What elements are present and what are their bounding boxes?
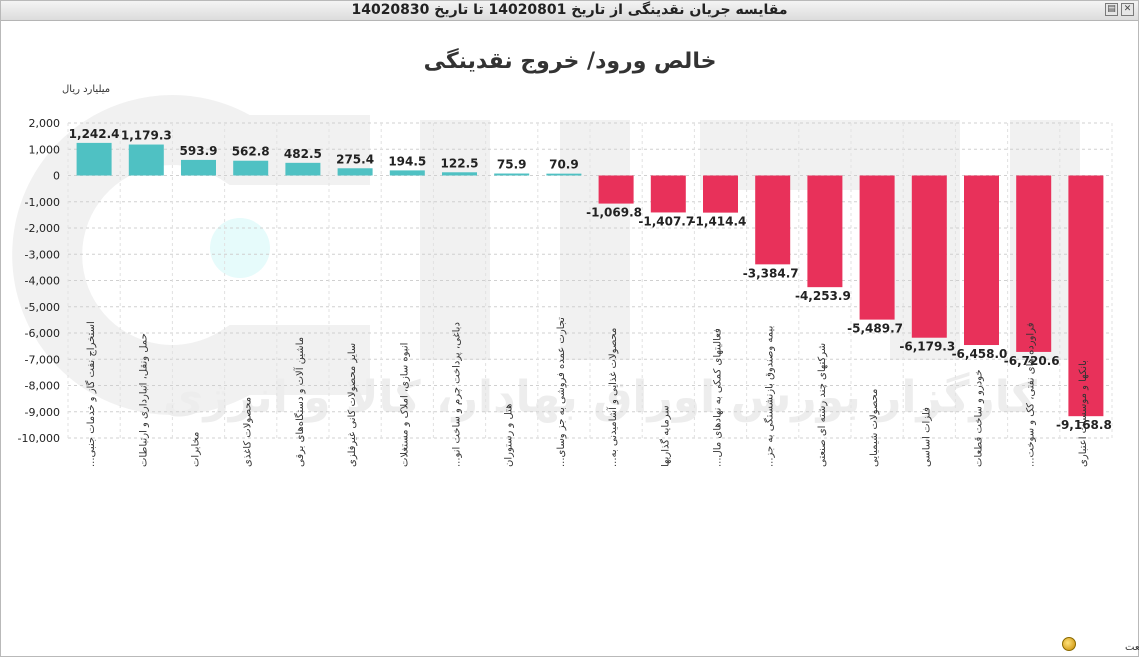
y-tick-label: 1,000	[29, 143, 61, 156]
data-label: 482.5	[284, 147, 322, 161]
y-tick-label: -5,000	[25, 301, 60, 314]
bar	[337, 168, 373, 176]
data-label: -6,720.6	[1004, 354, 1060, 368]
x-tick-label: محصولات غذایی و آشامیدنی به...	[606, 328, 619, 467]
data-label: 1,242.4	[69, 127, 120, 141]
y-tick-label: -9,000	[25, 406, 60, 419]
bar	[285, 162, 321, 176]
x-tick-label: انبوه سازی، املاک و مستغلات	[399, 343, 410, 467]
bar	[598, 175, 634, 204]
x-tick-label: بانکها و موسسات اعتباری	[1078, 360, 1089, 467]
data-label: 562.8	[232, 145, 270, 159]
x-tick-label: محصولات کاغذی	[243, 397, 254, 467]
x-tick-label: حمل ونقل، انبارداری و ارتباطات	[138, 333, 149, 467]
data-label: 1,179.3	[121, 129, 172, 143]
bar	[964, 175, 999, 346]
bar	[755, 175, 791, 265]
bar	[233, 160, 269, 176]
bar	[807, 175, 843, 288]
data-label: -5,489.7	[847, 322, 903, 336]
x-tick-label: سرمایه گذاریها	[659, 405, 671, 467]
data-label: -6,179.3	[899, 340, 955, 354]
data-label: -1,414.4	[691, 215, 747, 229]
watermark-logo: کارگزار بورس اوراق بهادار، کالا و انرژی	[12, 95, 1080, 423]
bar	[859, 175, 895, 320]
bar	[1068, 175, 1104, 417]
y-tick-label: -8,000	[25, 380, 60, 393]
data-label: -6,458.0	[952, 347, 1008, 361]
watermark-shape	[12, 95, 370, 415]
print-icon[interactable]: ▤	[1105, 3, 1118, 16]
window-title: مقایسه جریان نقدینگی از تاریخ 14020801 ت…	[351, 2, 788, 18]
bar	[494, 173, 530, 176]
y-axis-label: میلیارد ریال	[62, 84, 110, 95]
bar	[128, 144, 164, 176]
x-tick-label: تجارت عمده فروشی به جز وسای...	[556, 317, 567, 467]
x-tick-label: هتل و رستوران	[504, 404, 515, 467]
x-tick-label: فعالیتهای کمکی به نهادهای مال...	[713, 328, 724, 467]
data-label: 593.9	[180, 144, 218, 158]
watermark-shape	[420, 120, 490, 360]
y-tick-label: -2,000	[25, 222, 60, 235]
y-tick-label: -4,000	[25, 275, 60, 288]
bar	[546, 173, 582, 176]
data-label: -9,168.8	[1056, 418, 1112, 432]
bar	[181, 159, 216, 176]
y-tick-label: 0	[53, 170, 60, 183]
x-axis-label: صنعت	[1125, 642, 1139, 653]
x-tick-label: استخراج نفت گاز و خدمات جنبی...	[85, 321, 97, 467]
bar	[911, 175, 947, 338]
y-tick-label: -6,000	[25, 327, 60, 340]
chart-title: خالص ورود/ خروج نقدینگی	[424, 47, 717, 74]
data-label: 194.5	[388, 154, 426, 168]
bar	[650, 175, 686, 213]
title-bar: مقایسه جریان نقدینگی از تاریخ 14020801 ت…	[1, 1, 1138, 21]
data-label: 122.5	[441, 156, 479, 170]
x-tick-label: بیمه وصندوق بازنشستگی به جز...	[764, 326, 776, 467]
x-tick-label: فراورده های نفتی، کک و سوخت...	[1026, 322, 1037, 467]
bar	[703, 175, 738, 213]
x-tick-label: فلزات اساسی	[921, 407, 932, 467]
y-tick-label: -10,000	[18, 432, 60, 445]
x-tick-label: سایر محصولات کانی غیرفلزی	[347, 343, 358, 467]
bar	[442, 172, 477, 176]
title-bar-icons: ▤ ✕	[1105, 3, 1134, 16]
watermark-text: کارگزار بورس اوراق بهادار، کالا و انرژی	[163, 371, 1037, 423]
watermark-dot	[210, 218, 270, 278]
x-tick-label: دباغی، پرداخت چرم و ساخت انو...	[452, 322, 463, 467]
data-label: -1,069.8	[586, 206, 642, 220]
data-label: -3,384.7	[743, 266, 799, 280]
y-tick-label: -7,000	[25, 353, 60, 366]
data-label: 275.4	[336, 152, 374, 166]
bar	[1016, 175, 1052, 352]
data-label: -4,253.9	[795, 289, 851, 303]
data-label: -1,407.7	[638, 214, 694, 228]
y-tick-label: 2,000	[29, 117, 61, 130]
x-tick-label: خودرو و ساخت قطعات	[974, 369, 985, 467]
y-tick-label: -1,000	[25, 196, 60, 209]
x-tick-label: ماشین آلات و دستگاه‌های برقی	[293, 337, 306, 467]
watermark-shape	[560, 120, 630, 360]
settings-icon[interactable]	[1062, 637, 1076, 651]
bar	[76, 142, 112, 176]
x-tick-label: مخابرات	[191, 432, 202, 467]
data-label: 75.9	[497, 158, 527, 172]
data-label: 70.9	[549, 158, 579, 172]
close-icon[interactable]: ✕	[1121, 3, 1134, 16]
x-tick-label: شرکتهای چند رشته ای صنعتی	[817, 343, 828, 467]
y-tick-label: -3,000	[25, 248, 60, 261]
x-tick-label: محصولات شیمیایی	[869, 389, 880, 467]
bar	[389, 170, 425, 176]
